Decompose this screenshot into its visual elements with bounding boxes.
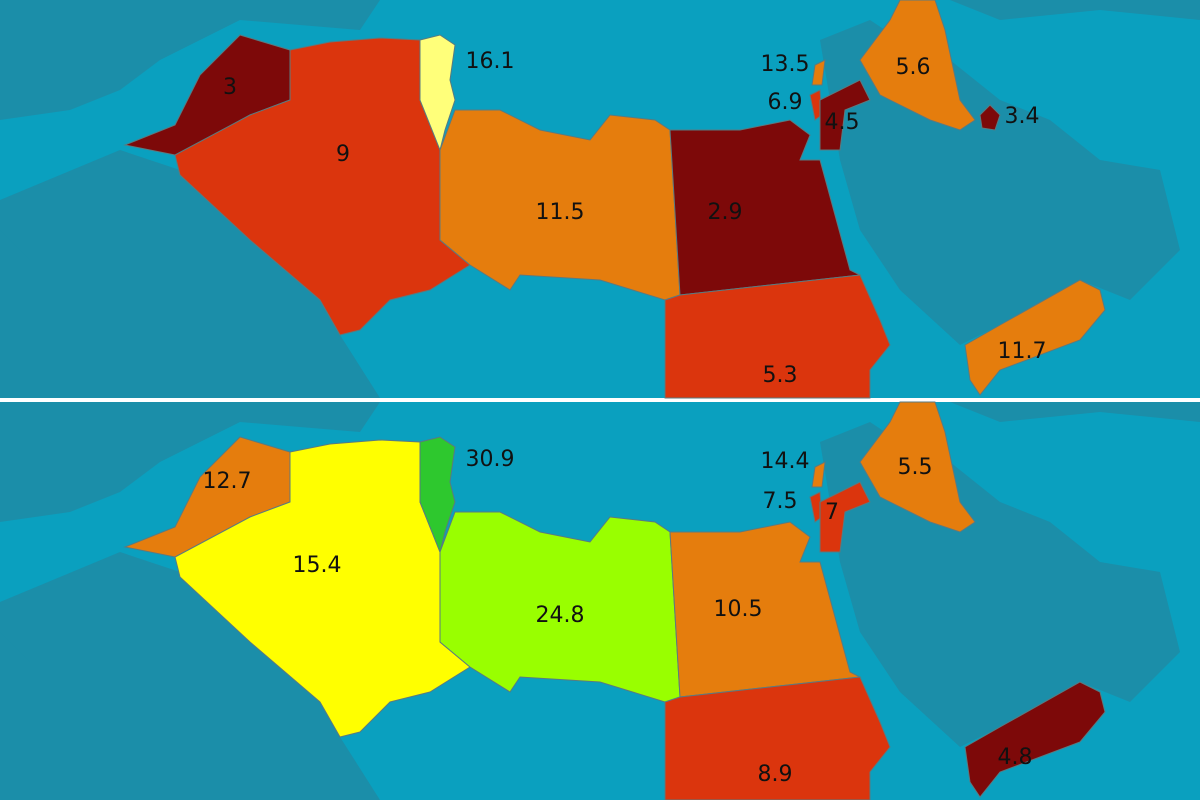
- land: [380, 402, 1200, 422]
- region-value-label: 2.9: [708, 200, 743, 225]
- map-panel: 3 9 16.1 11.5 2.9 5.3 13.5 6.9 4.5 5.6 11.7 3.4: [0, 0, 1200, 399]
- region-value-label: 12.7: [203, 469, 252, 494]
- region-value-label: 5.3: [763, 363, 798, 388]
- region-value-label: 5.5: [898, 455, 933, 480]
- region-value-label: 7: [825, 500, 839, 525]
- region: [419, 34, 456, 152]
- region: [811, 461, 826, 488]
- region: [419, 436, 456, 554]
- region-value-label: 11.5: [536, 200, 585, 225]
- region: [964, 681, 1106, 798]
- region-value-label: 30.9: [466, 447, 515, 472]
- region: [819, 79, 871, 151]
- region-value-label: 3: [223, 75, 237, 100]
- region-value-label: 24.8: [536, 603, 585, 628]
- region-value-label: 5.6: [896, 55, 931, 80]
- region-value-label: 13.5: [761, 52, 810, 77]
- region: [819, 481, 871, 553]
- region-value-label: 7.5: [763, 489, 798, 514]
- region-value-label: 15.4: [293, 553, 342, 578]
- region-value-label: 9: [336, 142, 350, 167]
- region-value-label: 10.5: [714, 597, 763, 622]
- land: [0, 632, 30, 682]
- region: [811, 59, 826, 86]
- land: [0, 552, 380, 800]
- region: [964, 279, 1106, 396]
- region-value-label: 11.7: [998, 339, 1047, 364]
- region-value-label: 4.5: [825, 110, 860, 135]
- region-value-label: 6.9: [768, 90, 803, 115]
- map-panel: 12.7 15.4 30.9 24.8 10.5 8.9 14.4 7.5 7 5.5 4.8: [0, 401, 1200, 800]
- region-value-label: 3.4: [1005, 104, 1040, 129]
- region-value-label: 4.8: [998, 745, 1033, 770]
- land: [0, 230, 30, 280]
- region: [859, 401, 976, 533]
- region: [664, 676, 891, 800]
- land: [0, 150, 380, 398]
- region-value-label: 16.1: [466, 49, 515, 74]
- land: [380, 0, 1200, 20]
- region: [664, 274, 891, 399]
- region-value-label: 8.9: [758, 762, 793, 787]
- region: [859, 0, 976, 131]
- land: [0, 0, 380, 120]
- region-value-label: 14.4: [761, 449, 810, 474]
- land: [0, 402, 380, 522]
- region: [979, 104, 1001, 131]
